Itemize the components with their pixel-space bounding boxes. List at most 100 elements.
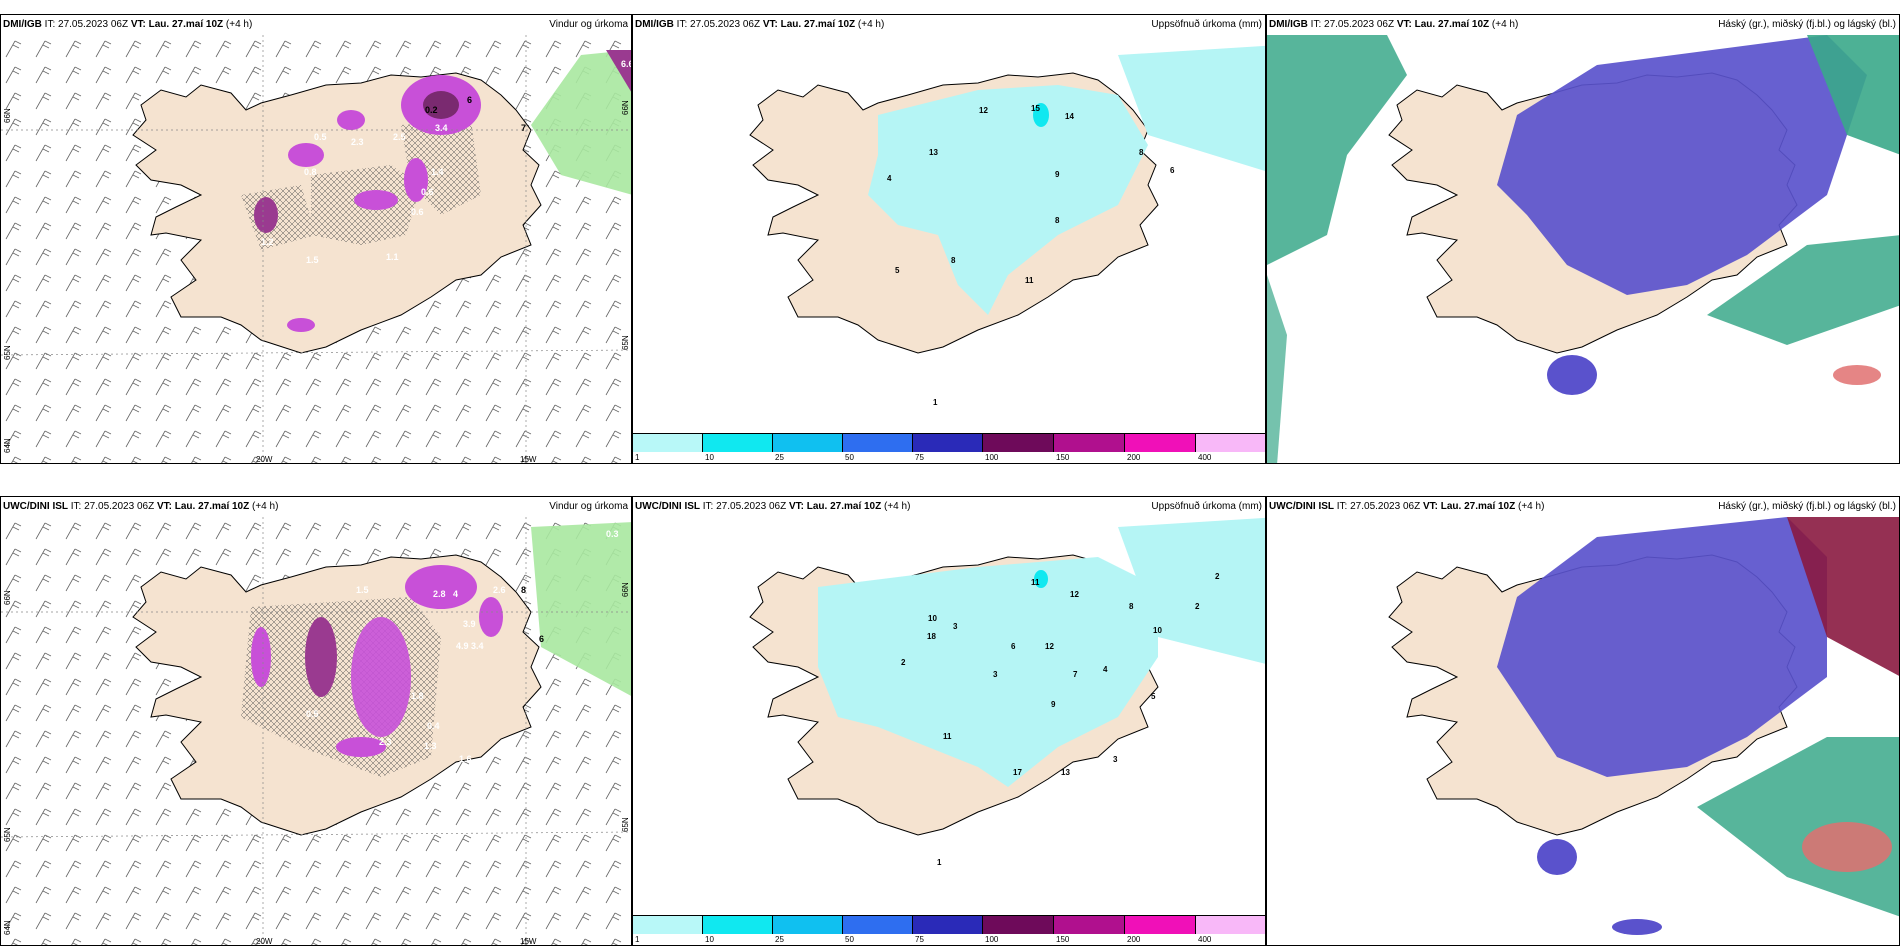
lat-label: 65N <box>621 335 630 350</box>
precip-value: 7 <box>1073 670 1078 679</box>
precip-value: 2.6 <box>493 585 506 595</box>
precip-value: 1.5 <box>356 585 369 595</box>
lon-label: 20W <box>256 455 273 464</box>
precip-value: 6 <box>1170 166 1175 175</box>
precip-value: 2.3 <box>379 737 392 747</box>
precip-value: 1.3 <box>424 741 437 751</box>
colorbar-tick: 50 <box>845 453 854 462</box>
colorbar-segment <box>983 434 1054 452</box>
colorbar-segment <box>703 434 773 452</box>
wind-shading <box>531 50 631 195</box>
precip-value: 1.8 <box>411 691 424 701</box>
precip-value: 2.3 <box>351 137 364 147</box>
panel-title: Háský (gr.), miðský (fj.bl.) og lágský (… <box>1718 501 1896 512</box>
precip-value: 11 <box>943 732 952 741</box>
accum-precip-map: 12 15 14 13 4 8 9 6 8 8 11 5 1 <box>749 45 1265 407</box>
lat-label: 65N <box>3 827 12 842</box>
panel-uwc-cloud: UWC/DINI ISL IT: 27.05.2023 06Z VT: Lau.… <box>1266 496 1900 946</box>
precip-value: 14 <box>1065 112 1074 121</box>
precip-value: 8 <box>1055 216 1060 225</box>
lon-label: 20W <box>256 937 273 946</box>
panel-title: Háský (gr.), miðský (fj.bl.) og lágský (… <box>1718 19 1896 30</box>
lat-label: 65N <box>3 345 12 360</box>
panel-header: DMI/IGB IT: 27.05.2023 06Z VT: Lau. 27.m… <box>635 19 885 30</box>
precip-value: 3 <box>953 622 958 631</box>
lon-label: 15W <box>520 455 537 464</box>
precip-value: 1 <box>937 858 942 867</box>
wind-precip-map: 0.3 2.8 4 8 2.6 1.5 3.9 3.4 6 4.9 1.8 0.… <box>1 517 631 945</box>
precip-value: 4 <box>1103 665 1108 674</box>
precip-value: 1.1 <box>386 252 399 262</box>
colorbar-tick: 10 <box>705 935 714 944</box>
precip-value: 8 <box>521 585 526 595</box>
accum-precip-map: 11 12 2 8 2 3 10 12 10 3 18 7 9 4 6 11 3… <box>749 517 1265 867</box>
colorbar-tick: 100 <box>985 935 999 944</box>
cloud-cover-map <box>1267 35 1899 463</box>
precip-value: 0.5 <box>314 132 327 142</box>
precip-value: 0.6 <box>421 187 434 197</box>
colorbar-tick: 75 <box>915 453 924 462</box>
cloud-area <box>1497 35 1867 295</box>
wind-precip-map: 6.6 0.2 6 2.5 3.4 7 0.5 2.3 0.8 0.6 1.2 … <box>1 35 632 463</box>
precip-value: 4.9 <box>456 641 469 651</box>
precip-value: 12 <box>1045 642 1054 651</box>
precip-value: 0.5 <box>306 709 319 719</box>
precip-value: 13 <box>929 148 938 157</box>
precip-value: 6 <box>1011 642 1016 651</box>
panel-header: DMI/IGB IT: 27.05.2023 06Z VT: Lau. 27.m… <box>3 19 253 30</box>
precip-value: 0.4 <box>427 721 440 731</box>
colorbar-tick: 150 <box>1056 453 1070 462</box>
precip-value: 6 <box>539 634 544 644</box>
colorbar-tick: 25 <box>775 453 784 462</box>
precip-value: 2.5 <box>393 132 406 142</box>
precip-area <box>818 557 1158 787</box>
lat-label: 66N <box>621 100 630 115</box>
precip-value: 1 <box>933 398 938 407</box>
panel-header: UWC/DINI ISL IT: 27.05.2023 06Z VT: Lau.… <box>3 501 279 512</box>
precip-value: 3.4 <box>435 123 448 133</box>
precip-value: 8 <box>1139 148 1144 157</box>
precip-value: 6.6 <box>621 59 632 69</box>
precip-value: 8 <box>951 256 956 265</box>
precip-value: 1.4 <box>431 167 444 177</box>
panel-header: DMI/IGB IT: 27.05.2023 06Z VT: Lau. 27.m… <box>1269 19 1519 30</box>
lat-label: 64N <box>3 438 12 453</box>
panel-dmi-precip: DMI/IGB IT: 27.05.2023 06Z VT: Lau. 27.m… <box>632 14 1266 464</box>
precip-value: 8 <box>1129 602 1134 611</box>
precip-value: 18 <box>927 632 936 641</box>
panel-uwc-wind: UWC/DINI ISL IT: 27.05.2023 06Z VT: Lau.… <box>0 496 632 946</box>
precip-value: 11 <box>1031 578 1040 587</box>
precip-value: 4 <box>887 174 892 183</box>
lat-label: 64N <box>3 920 12 935</box>
colorbar-tick: 10 <box>705 453 714 462</box>
precip-value: 5 <box>1151 692 1156 701</box>
colorbar-segment <box>703 916 773 934</box>
precip-value: 13 <box>1061 768 1070 777</box>
precip-value: 15 <box>1031 104 1040 113</box>
colorbar-tick: 400 <box>1198 453 1212 462</box>
colorbar-tick: 150 <box>1056 935 1070 944</box>
colorbar <box>633 433 1265 452</box>
colorbar-segment <box>1054 916 1125 934</box>
colorbar-segment <box>633 916 703 934</box>
panel-header: UWC/DINI ISL IT: 27.05.2023 06Z VT: Lau.… <box>635 501 911 512</box>
colorbar-segment <box>1196 916 1265 934</box>
colorbar-segment <box>983 916 1054 934</box>
colorbar-segment <box>773 434 843 452</box>
precip-value: 2 <box>1215 572 1220 581</box>
colorbar-segment <box>633 434 703 452</box>
precip-value: 6 <box>467 95 472 105</box>
precip-value: 1.5 <box>306 255 319 265</box>
colorbar-segment <box>1125 916 1196 934</box>
precip-value: 0.6 <box>411 207 424 217</box>
panel-dmi-wind: DMI/IGB IT: 27.05.2023 06Z VT: Lau. 27.m… <box>0 14 632 464</box>
lat-label: 66N <box>3 590 12 605</box>
precip-value: 11 <box>1025 276 1034 285</box>
panel-header: UWC/DINI ISL IT: 27.05.2023 06Z VT: Lau.… <box>1269 501 1545 512</box>
lat-label: 66N <box>621 582 630 597</box>
precip-value: 0.8 <box>304 167 317 177</box>
precip-value: 12 <box>979 106 988 115</box>
lat-label: 66N <box>3 108 12 123</box>
precip-value: 2 <box>901 658 906 667</box>
lon-label: 15W <box>520 937 537 946</box>
